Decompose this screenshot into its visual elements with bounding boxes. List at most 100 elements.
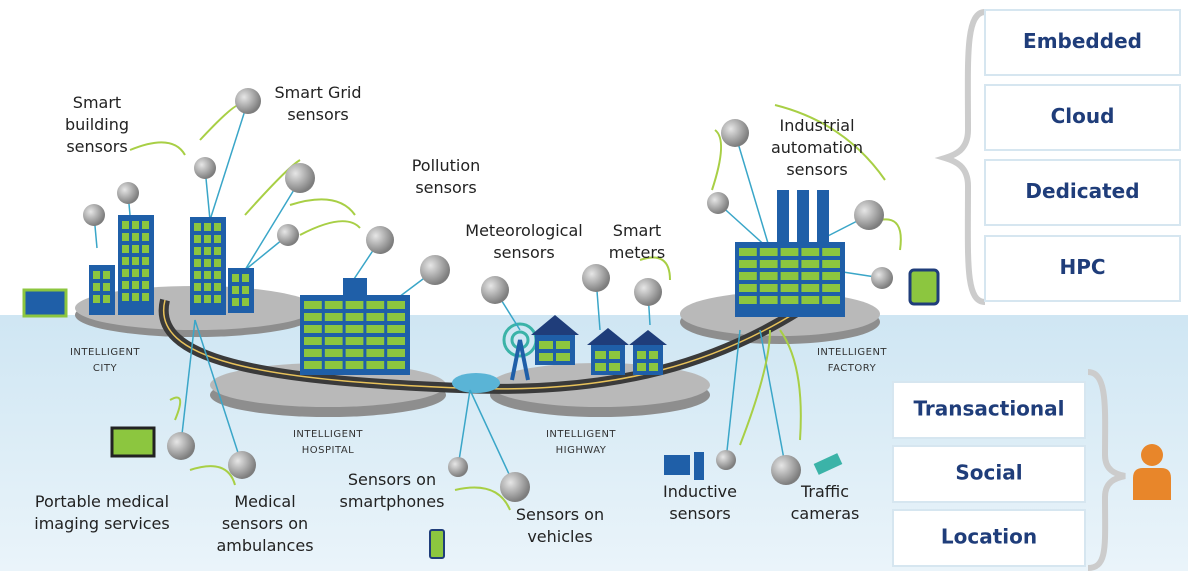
sensor-label: Inductive (663, 482, 737, 501)
window (387, 337, 405, 345)
window (387, 301, 405, 309)
sensor (771, 455, 801, 485)
chimney (817, 190, 829, 245)
window (93, 295, 100, 303)
sensor-label: sensors (786, 160, 847, 179)
infrastructure-label: Embedded (1023, 29, 1142, 53)
sensor (448, 457, 468, 477)
window (142, 233, 149, 241)
window (194, 247, 201, 255)
window (781, 272, 799, 280)
window (93, 271, 100, 279)
sensor-label: Industrial (779, 116, 854, 135)
sensor-label: sensors on (222, 514, 308, 533)
sensor (285, 163, 315, 193)
window (325, 325, 343, 333)
window (366, 361, 384, 369)
window (366, 301, 384, 309)
sensor-label: sensors (66, 137, 127, 156)
sensor-label: building (65, 115, 129, 134)
sensor-label: Meteorological (465, 221, 582, 240)
window (132, 269, 139, 277)
window (304, 313, 322, 321)
window (539, 353, 553, 361)
window (194, 283, 201, 291)
sensor-label: Traffic (800, 482, 849, 501)
window (304, 361, 322, 369)
sensor (194, 157, 216, 179)
window (781, 296, 799, 304)
users-label: Transactional (913, 397, 1064, 421)
sensor-label: Smart (73, 93, 121, 112)
window (539, 341, 553, 349)
sensor-label: meters (609, 243, 665, 262)
sensor-label: ambulances (216, 536, 313, 555)
window (781, 248, 799, 256)
platform-label: INTELLIGENT (817, 347, 887, 358)
sensor (582, 264, 610, 292)
window (739, 260, 757, 268)
window (760, 284, 778, 292)
sensor-label: Pollution (412, 156, 481, 175)
window (801, 284, 819, 292)
window (595, 363, 606, 371)
platform-label: INTELLIGENT (546, 429, 616, 440)
window (122, 245, 129, 253)
window (366, 325, 384, 333)
sensor-label: Smart Grid (274, 83, 361, 102)
platform-label: HOSPITAL (302, 445, 354, 456)
window (556, 353, 570, 361)
car (452, 373, 500, 393)
window (822, 248, 840, 256)
window (387, 349, 405, 357)
sensor-label: cameras (791, 504, 860, 523)
sensor-label: Portable medical (35, 492, 169, 511)
window (346, 349, 364, 357)
window (232, 286, 239, 294)
sensor-link (735, 133, 770, 250)
sensor-label: sensors (669, 504, 730, 523)
arc-arrow (880, 219, 901, 250)
sensor-label: automation (771, 138, 863, 157)
window (325, 313, 343, 321)
window (132, 221, 139, 229)
sensor (707, 192, 729, 214)
user-icon (1141, 444, 1163, 466)
window (194, 235, 201, 243)
window (346, 361, 364, 369)
window (366, 349, 384, 357)
users-label: Social (955, 461, 1022, 485)
window (122, 233, 129, 241)
sensor-label: vehicles (527, 527, 592, 546)
window (609, 351, 620, 359)
window (366, 313, 384, 321)
window (781, 284, 799, 292)
window (122, 269, 129, 277)
window (242, 286, 249, 294)
window (214, 271, 221, 279)
window (304, 325, 322, 333)
sensor (167, 432, 195, 460)
iot-diagram: Smart building sensors Smart Grid sensors Pol… (0, 0, 1188, 571)
laptop-icon (112, 428, 154, 456)
window (214, 247, 221, 255)
window (822, 284, 840, 292)
window (760, 296, 778, 304)
sensor (854, 200, 884, 230)
phone-icon (430, 530, 444, 558)
sensor-label: Smart (613, 221, 661, 240)
window (132, 257, 139, 265)
window (304, 301, 322, 309)
brace (945, 12, 985, 302)
platform-label: INTELLIGENT (70, 347, 140, 358)
building (228, 268, 254, 313)
window (760, 260, 778, 268)
arc-arrow (300, 221, 360, 235)
tablet-icon (910, 270, 938, 304)
window (325, 337, 343, 345)
sensor-label: Sensors on (348, 470, 436, 489)
window (214, 283, 221, 291)
window (801, 260, 819, 268)
window (142, 257, 149, 265)
infrastructure-label: Cloud (1051, 104, 1115, 128)
